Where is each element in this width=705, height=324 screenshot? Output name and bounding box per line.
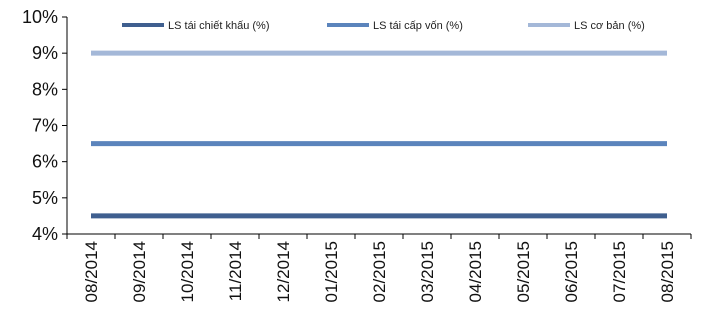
- x-tick-label: 07/2015: [610, 241, 629, 302]
- x-tick-label: 01/2015: [322, 241, 341, 302]
- y-tick-label: 7%: [32, 116, 58, 136]
- x-tick-label: 04/2015: [466, 241, 485, 302]
- x-tick-label: 09/2014: [130, 241, 149, 302]
- y-axis-labels: 4% 5% 6% 7% 8% 9% 10%: [22, 7, 58, 244]
- y-tick-label: 10%: [22, 7, 58, 27]
- axes: [62, 16, 692, 239]
- x-tick-label: 06/2015: [562, 241, 581, 302]
- y-tick-label: 6%: [32, 152, 58, 172]
- x-axis-labels: 08/2014 09/2014 10/2014 11/2014 12/2014 01/20…: [82, 241, 677, 302]
- x-tick-label: 10/2014: [178, 241, 197, 302]
- y-tick-label: 9%: [32, 43, 58, 63]
- x-tick-label: 02/2015: [370, 241, 389, 302]
- x-tick-label: 08/2014: [82, 241, 101, 302]
- x-tick-label: 03/2015: [418, 241, 437, 302]
- x-tick-label: 11/2014: [226, 241, 245, 301]
- y-tick-label: 5%: [32, 188, 58, 208]
- y-tick-label: 8%: [32, 79, 58, 99]
- y-tick-label: 4%: [32, 224, 58, 244]
- legend-label: LS tái chiết khấu (%): [168, 20, 270, 32]
- legend-label: LS tái cấp vốn (%): [373, 20, 463, 32]
- legend-item: LS tái cấp vốn (%): [327, 20, 463, 32]
- x-tick-label: 05/2015: [514, 241, 533, 302]
- legend-item: LS tái chiết khấu (%): [122, 20, 270, 32]
- series-layer: [91, 50, 667, 219]
- legend: LS tái chiết khấu (%) LS tái cấp vốn (%) L…: [122, 20, 645, 32]
- x-tick-label: 08/2015: [658, 241, 677, 302]
- legend-label: LS cơ bản (%): [574, 20, 645, 32]
- x-tick-label: 12/2014: [274, 241, 293, 302]
- legend-item: LS cơ bản (%): [528, 20, 645, 32]
